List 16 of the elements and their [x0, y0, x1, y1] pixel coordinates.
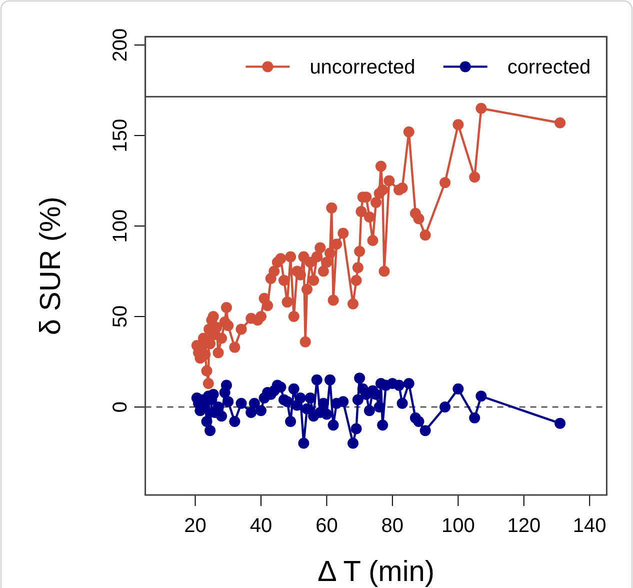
- x-tick-label: 40: [250, 515, 272, 538]
- y-tick-label: 50: [109, 305, 132, 328]
- x-tick-label: 80: [381, 515, 404, 538]
- y-tick-label: 100: [109, 209, 132, 243]
- x-axis-title: Δ T (min): [317, 556, 435, 588]
- x-tick-label: 100: [441, 515, 475, 538]
- legend-label: uncorrected: [310, 56, 416, 79]
- y-tick-label: 150: [109, 118, 132, 152]
- x-tick-label: 140: [572, 515, 606, 538]
- y-tick-label: 200: [109, 28, 132, 62]
- x-tick-label: 20: [184, 515, 206, 538]
- legend-label: corrected: [507, 56, 591, 79]
- x-tick-label: 60: [316, 515, 338, 538]
- x-tick-label: 120: [507, 515, 541, 538]
- y-tick-label: 0: [109, 401, 132, 413]
- y-axis-title: δ SUR (%): [35, 196, 68, 336]
